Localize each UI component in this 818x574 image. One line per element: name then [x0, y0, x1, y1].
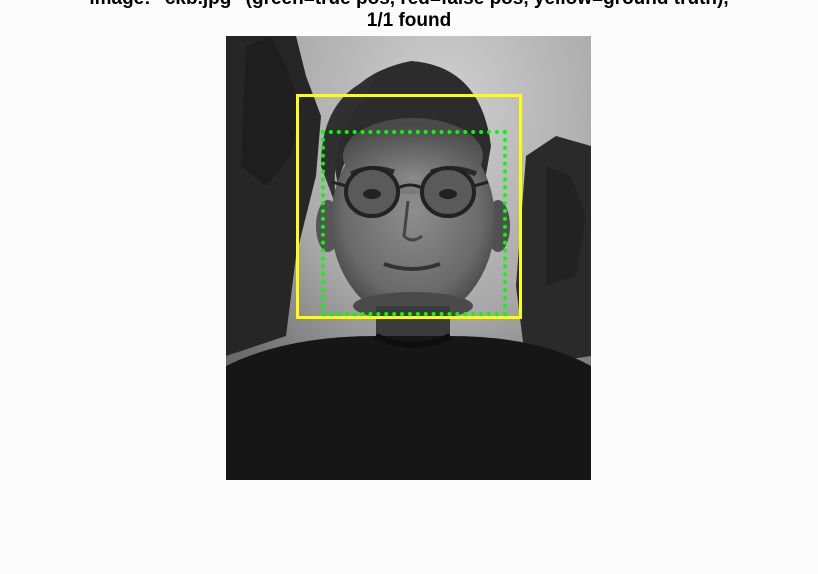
- figure-title-line-1: image: "ckb.jpg" (green=true pos, red=fa…: [0, 0, 818, 10]
- figure-title-line-2: 1/1 found: [366, 10, 452, 31]
- face-photo: [226, 36, 591, 480]
- ground-truth-box: [296, 94, 522, 319]
- true-positive-box: [321, 130, 507, 316]
